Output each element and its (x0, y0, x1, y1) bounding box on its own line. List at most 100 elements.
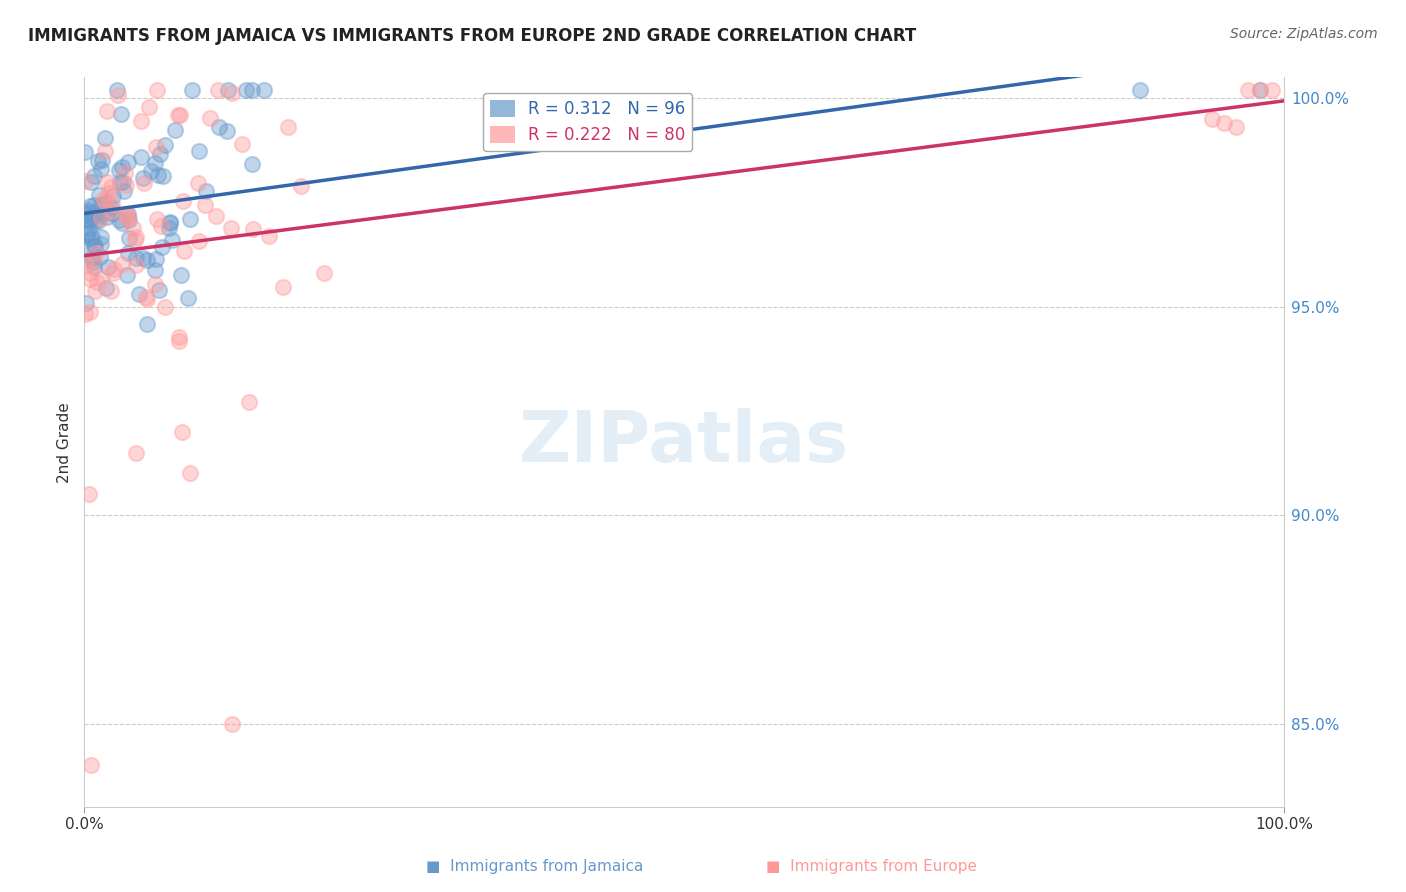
Text: Source: ZipAtlas.com: Source: ZipAtlas.com (1230, 27, 1378, 41)
Point (117, 155, 139, 169)
Point (83, 260, 105, 274)
Y-axis label: 2nd Grade: 2nd Grade (58, 401, 72, 483)
Point (231, 136, 253, 151)
Point (82, 230, 104, 244)
Point (100, 284, 122, 298)
Point (75, 296, 97, 310)
Point (195, 184, 218, 198)
Legend: R = 0.312   N = 96, R = 0.222   N = 80: R = 0.312 N = 96, R = 0.222 N = 80 (484, 93, 692, 151)
Point (181, 83, 204, 97)
Point (83, 204, 105, 219)
Point (96, 103, 118, 118)
Point (82, 211, 104, 225)
Point (105, 83, 128, 97)
Point (76, 202, 98, 217)
Point (170, 425, 193, 439)
Point (217, 83, 239, 97)
Point (75, 307, 97, 321)
Point (1201, 112, 1223, 127)
Point (97, 260, 120, 275)
Point (125, 251, 148, 265)
Point (1129, 83, 1152, 97)
Point (80, 175, 103, 189)
Point (146, 168, 169, 182)
Point (110, 257, 132, 271)
Point (240, 83, 263, 97)
Point (94, 281, 117, 295)
Point (198, 111, 221, 125)
Point (83, 213, 105, 227)
Point (132, 251, 155, 265)
Point (80, 232, 103, 246)
Point (290, 178, 312, 193)
Point (179, 212, 201, 227)
Point (128, 286, 150, 301)
Point (188, 144, 211, 158)
Point (253, 83, 276, 97)
Point (114, 178, 136, 192)
Point (176, 292, 198, 306)
Point (108, 163, 131, 178)
Point (97, 186, 120, 200)
Point (108, 175, 131, 189)
Point (1225, 120, 1247, 135)
Point (90, 230, 112, 244)
Point (159, 215, 181, 229)
Point (179, 467, 201, 481)
Point (89, 162, 111, 177)
Point (100, 196, 122, 211)
Point (148, 283, 170, 297)
Point (87, 213, 110, 227)
Point (145, 140, 167, 154)
Point (100, 201, 122, 215)
Point (96, 210, 118, 224)
Point (173, 244, 195, 259)
Point (96, 175, 118, 189)
Point (145, 252, 167, 266)
Point (76, 206, 98, 220)
Point (94, 145, 117, 159)
Point (150, 240, 173, 254)
Point (129, 113, 152, 128)
Point (79, 266, 101, 280)
Point (205, 209, 228, 223)
Point (90, 236, 112, 251)
Point (1237, 83, 1260, 97)
Point (90, 211, 112, 225)
Point (117, 207, 139, 221)
Point (169, 108, 191, 122)
Point (79, 305, 101, 319)
Point (215, 124, 238, 138)
Point (242, 221, 264, 235)
Point (89, 251, 111, 265)
Point (91, 269, 114, 284)
Point (101, 206, 124, 220)
Point (167, 108, 190, 122)
Point (143, 262, 166, 277)
Point (83, 169, 105, 183)
Point (169, 329, 191, 343)
Point (80, 758, 103, 772)
Point (79, 213, 101, 227)
Point (135, 290, 157, 304)
Point (152, 169, 174, 184)
Point (187, 176, 209, 190)
Point (141, 163, 163, 178)
Point (129, 151, 152, 165)
Point (77, 220, 100, 235)
Point (94, 194, 117, 209)
Point (82, 255, 104, 269)
Point (84, 238, 107, 252)
Point (79, 271, 101, 285)
Point (143, 156, 166, 170)
Point (84, 284, 107, 298)
Point (121, 221, 143, 235)
Point (83, 239, 105, 253)
Point (103, 189, 125, 203)
Point (115, 211, 138, 226)
Point (75, 259, 97, 273)
Point (111, 160, 134, 174)
Point (125, 230, 148, 244)
Point (194, 198, 217, 212)
Point (188, 234, 211, 248)
